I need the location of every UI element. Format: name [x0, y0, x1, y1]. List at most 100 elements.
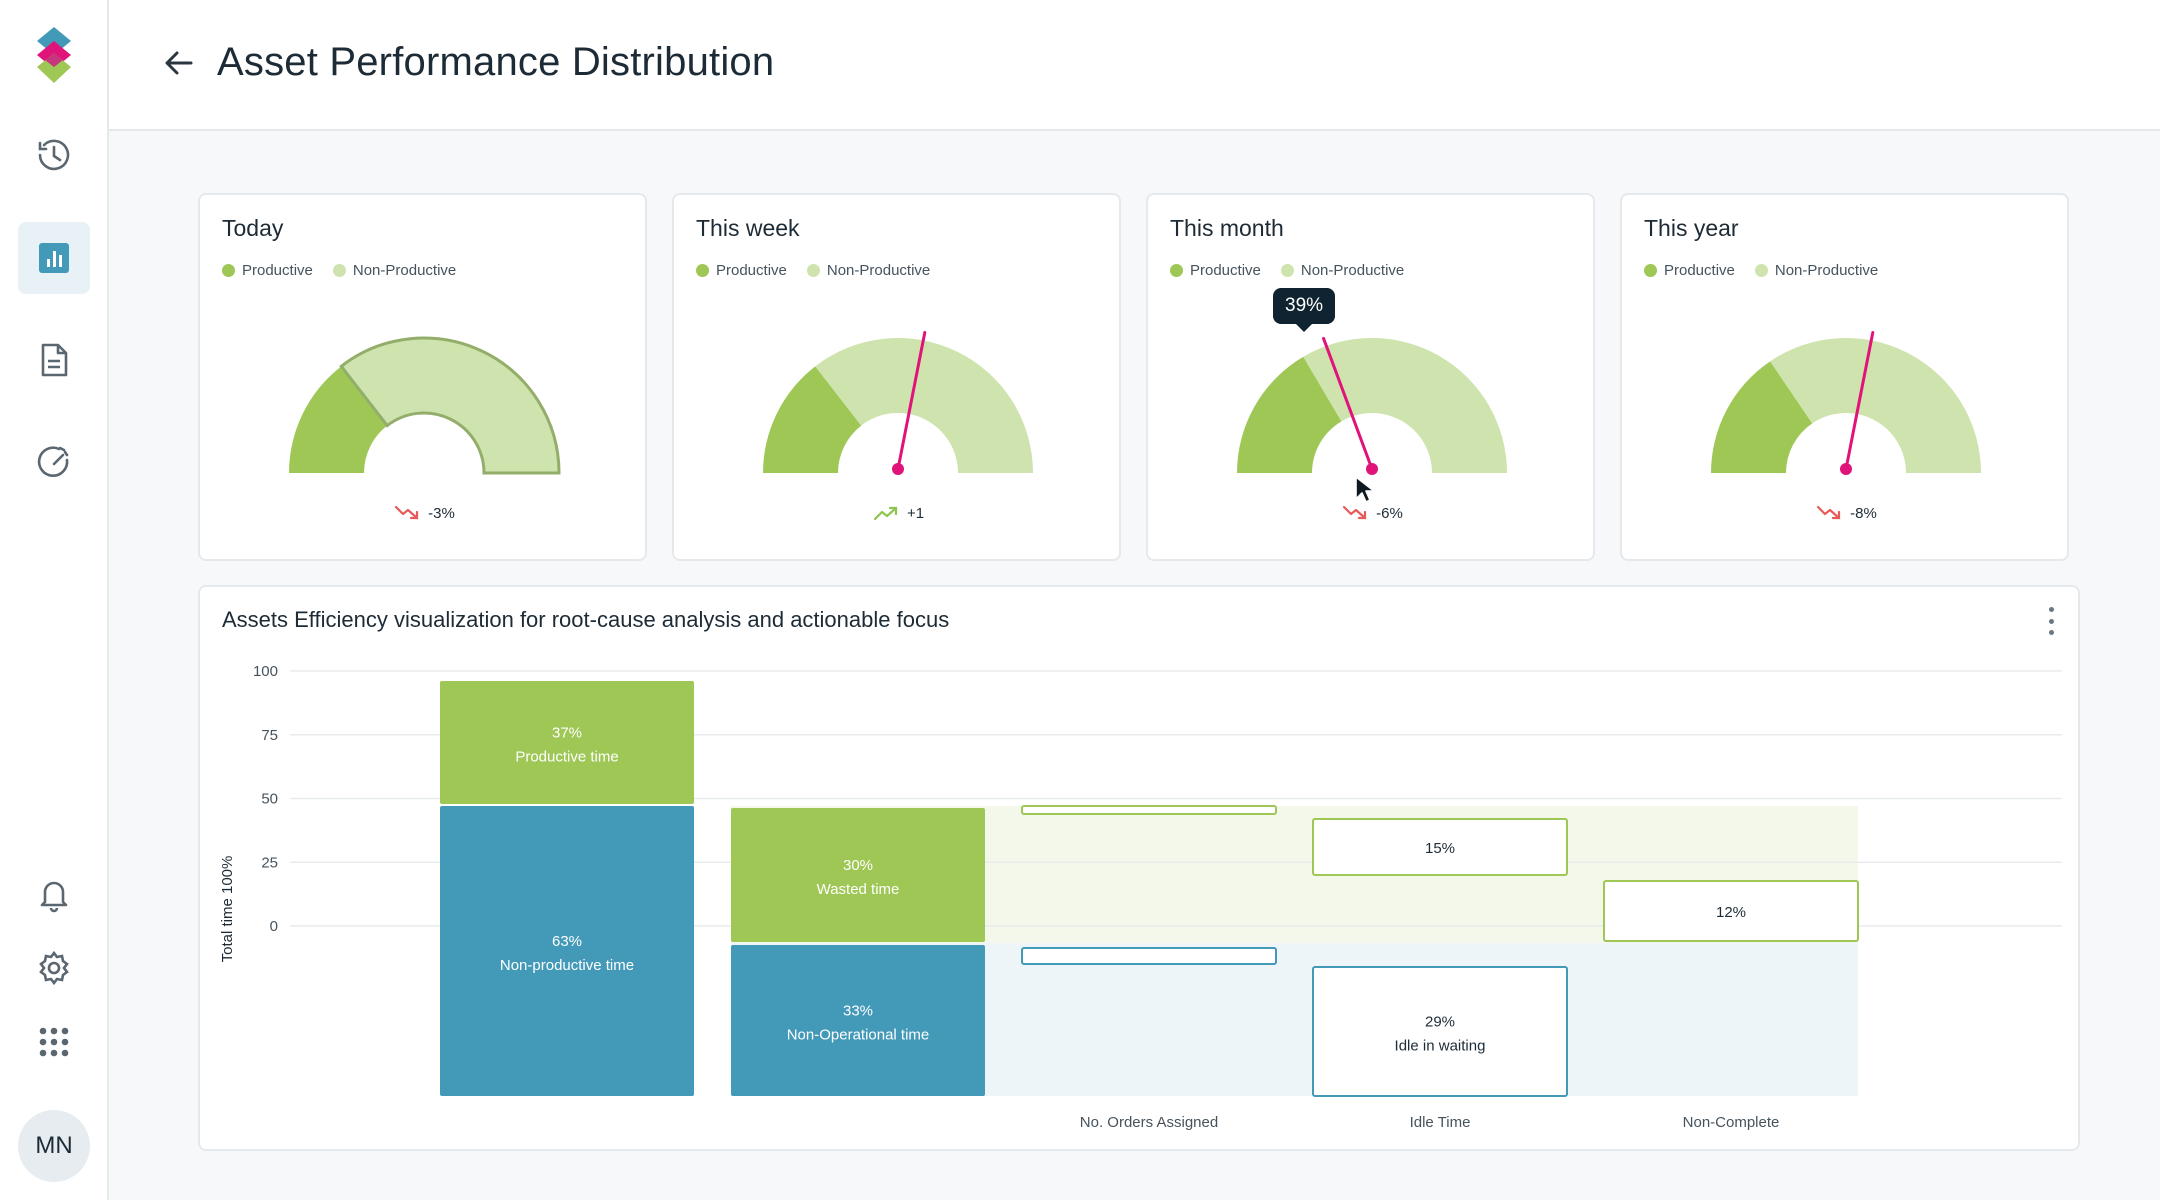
trend-icon — [1817, 505, 1841, 520]
gauge-non-productive-arc[interactable] — [815, 338, 1033, 473]
gauge-speed-icon — [37, 446, 69, 477]
y-tick-label: 0 — [270, 918, 278, 935]
legend-productive-swatch — [1644, 264, 1657, 277]
gauge-legend: Productive Non-Productive — [1644, 262, 1898, 279]
gauge-needle-pivot — [1840, 463, 1852, 475]
legend-productive-label: Productive — [1664, 262, 1735, 279]
page-header: Asset Performance Distribution — [109, 0, 2160, 131]
chart-segment[interactable] — [440, 806, 694, 1096]
sidebar-item-documents[interactable] — [18, 324, 90, 396]
gauge-productive-arc[interactable] — [1711, 361, 1813, 473]
gauge-chart[interactable] — [200, 195, 649, 563]
legend-non-productive-swatch — [332, 264, 346, 277]
gauge-productive-arc[interactable] — [289, 366, 388, 473]
bar-chart-icon — [39, 243, 69, 273]
y-tick-label: 75 — [261, 727, 278, 744]
segment-label: Wasted time — [817, 881, 900, 898]
mouse-cursor-icon — [1355, 476, 1375, 503]
bell-icon — [40, 881, 68, 913]
avatar-initials: MN — [35, 1132, 73, 1159]
gauge-productive-arc[interactable] — [763, 366, 862, 473]
chart-segment[interactable] — [440, 681, 694, 804]
trend-value: -8% — [1850, 504, 1877, 522]
gear-icon — [39, 950, 69, 986]
legend-non-productive-swatch — [1280, 264, 1294, 277]
more-dot — [2048, 607, 2054, 612]
chart-segment[interactable] — [731, 945, 985, 1096]
avatar[interactable]: MN — [18, 1110, 90, 1182]
trend-icon — [873, 506, 898, 521]
gauge-needle-pivot — [1366, 463, 1378, 475]
gauge-tooltip: 39% — [1273, 288, 1336, 332]
chart-segment[interactable] — [731, 808, 985, 942]
segment-label: Non-Operational time — [787, 1027, 930, 1044]
gauge-card-today: Today Productive Non-Productive -3% — [198, 193, 647, 561]
app-logo[interactable] — [33, 27, 75, 83]
gauge-chart[interactable] — [1148, 195, 1597, 563]
gauge-productive-arc[interactable] — [1237, 356, 1342, 473]
chart-segment[interactable] — [1603, 880, 1859, 942]
chart-segment[interactable] — [1312, 818, 1568, 876]
y-tick-label: 100 — [253, 663, 278, 680]
legend-non-productive-label: Non-Productive — [826, 262, 931, 279]
gauge-needle — [1844, 331, 1875, 471]
clock-history-icon — [38, 139, 70, 171]
gauge-non-productive-arc[interactable] — [1303, 338, 1507, 473]
trend-value: -3% — [428, 504, 455, 522]
y-tick-label: 25 — [261, 854, 278, 871]
back-arrow-icon[interactable] — [161, 45, 197, 81]
sidebar-item-apps[interactable] — [18, 1006, 90, 1078]
document-icon — [41, 343, 68, 377]
efficiency-chart-card: Assets Efficiency visualization for root… — [198, 585, 2080, 1151]
legend-non-productive-label: Non-Productive — [352, 262, 457, 279]
gauge-card-title: This month — [1170, 215, 1284, 241]
y-tick-label: 50 — [261, 791, 278, 808]
segment-percent-label: 30% — [843, 857, 873, 874]
gauge-non-productive-arc[interactable] — [1770, 337, 1981, 473]
segment-percent-label: 63% — [552, 933, 582, 950]
legend-productive-swatch — [696, 264, 709, 277]
trend-indicator: +1 — [674, 504, 1123, 522]
gauge-chart[interactable] — [674, 195, 1123, 563]
y-axis-label: Total time 100% — [219, 856, 236, 963]
gauge-legend: Productive Non-Productive — [222, 262, 476, 279]
more-dot — [2048, 630, 2054, 635]
sidebar-item-analytics[interactable] — [18, 222, 90, 294]
segment-percent-label: 33% — [843, 1003, 873, 1020]
gauge-chart[interactable] — [1622, 195, 2071, 563]
gauge-card-title: This year — [1644, 215, 1739, 241]
gauge-needle — [1322, 336, 1374, 471]
segment-label: Idle in waiting — [1395, 1038, 1486, 1055]
segment-percent-label: 15% — [1425, 840, 1455, 857]
legend-non-productive-swatch — [806, 264, 820, 277]
trend-value: -6% — [1376, 504, 1403, 522]
sidebar: MN — [0, 0, 109, 1200]
gauge-legend: Productive Non-Productive — [1170, 262, 1424, 279]
gauge-card-title: This week — [696, 215, 800, 241]
segment-label: Productive time — [515, 749, 618, 766]
connector-bar-productive — [1021, 805, 1277, 815]
trend-value: +1 — [906, 504, 925, 522]
gauge-card-week: This week Productive Non-Productive +1 — [672, 193, 1121, 561]
segment-label: Non-productive time — [500, 957, 634, 974]
sidebar-item-notifications[interactable] — [18, 858, 90, 930]
gauge-non-productive-arc[interactable] — [339, 336, 561, 475]
gauge-card-year: This year Productive Non-Productive -8% — [1620, 193, 2069, 561]
x-category-label: Non-Complete — [1683, 1114, 1780, 1131]
gauge-legend: Productive Non-Productive — [696, 262, 950, 279]
legend-productive-label: Productive — [716, 262, 787, 279]
legend-non-productive-swatch — [1754, 264, 1768, 277]
trend-icon — [395, 505, 419, 520]
page-title: Asset Performance Distribution — [217, 40, 775, 84]
legend-productive-swatch — [1170, 264, 1183, 277]
gauge-needle-pivot — [892, 463, 904, 475]
sidebar-item-history[interactable] — [18, 119, 90, 191]
chart-segment[interactable] — [1312, 966, 1568, 1097]
segment-percent-label: 12% — [1716, 904, 1746, 921]
sidebar-item-settings[interactable] — [18, 932, 90, 1004]
sidebar-item-performance[interactable] — [18, 426, 90, 498]
more-options-button[interactable] — [2046, 607, 2056, 635]
gauge-needle — [896, 331, 927, 471]
efficiency-waterfall-chart: 100 75 50 25 0 Total time 100% No. Orders Assi… — [219, 663, 2062, 1131]
legend-productive-label: Productive — [1190, 262, 1261, 279]
